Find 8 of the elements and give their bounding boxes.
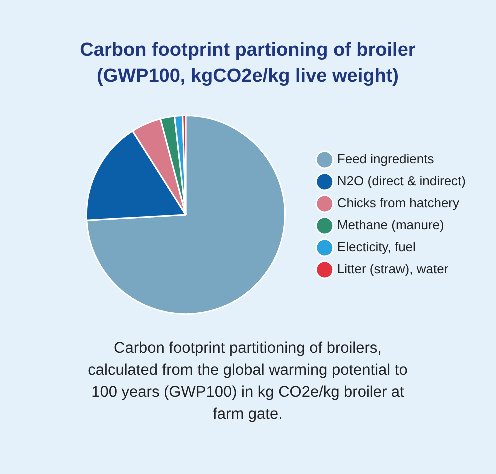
text: Carbon footprint partitioning of broilers, calculated from the global warming potential to 100 years (GWP100) in kg CO2e/kg broiler at farm gate. [87,339,409,425]
legend-label: Litter (straw), water [337,262,450,277]
legend-label: Methane (manure) [337,218,444,233]
legend-label: Feed ingredients [337,152,435,167]
legend-label: Electicity, fuel [337,240,416,255]
chart-title: Carbon footprint partioning of broiler (GWP100, kgCO2e/kg live weight) [79,39,417,89]
legend-label: N2O (direct & indirect) [337,174,466,189]
legend-label: Chicks from hatchery [337,196,460,211]
